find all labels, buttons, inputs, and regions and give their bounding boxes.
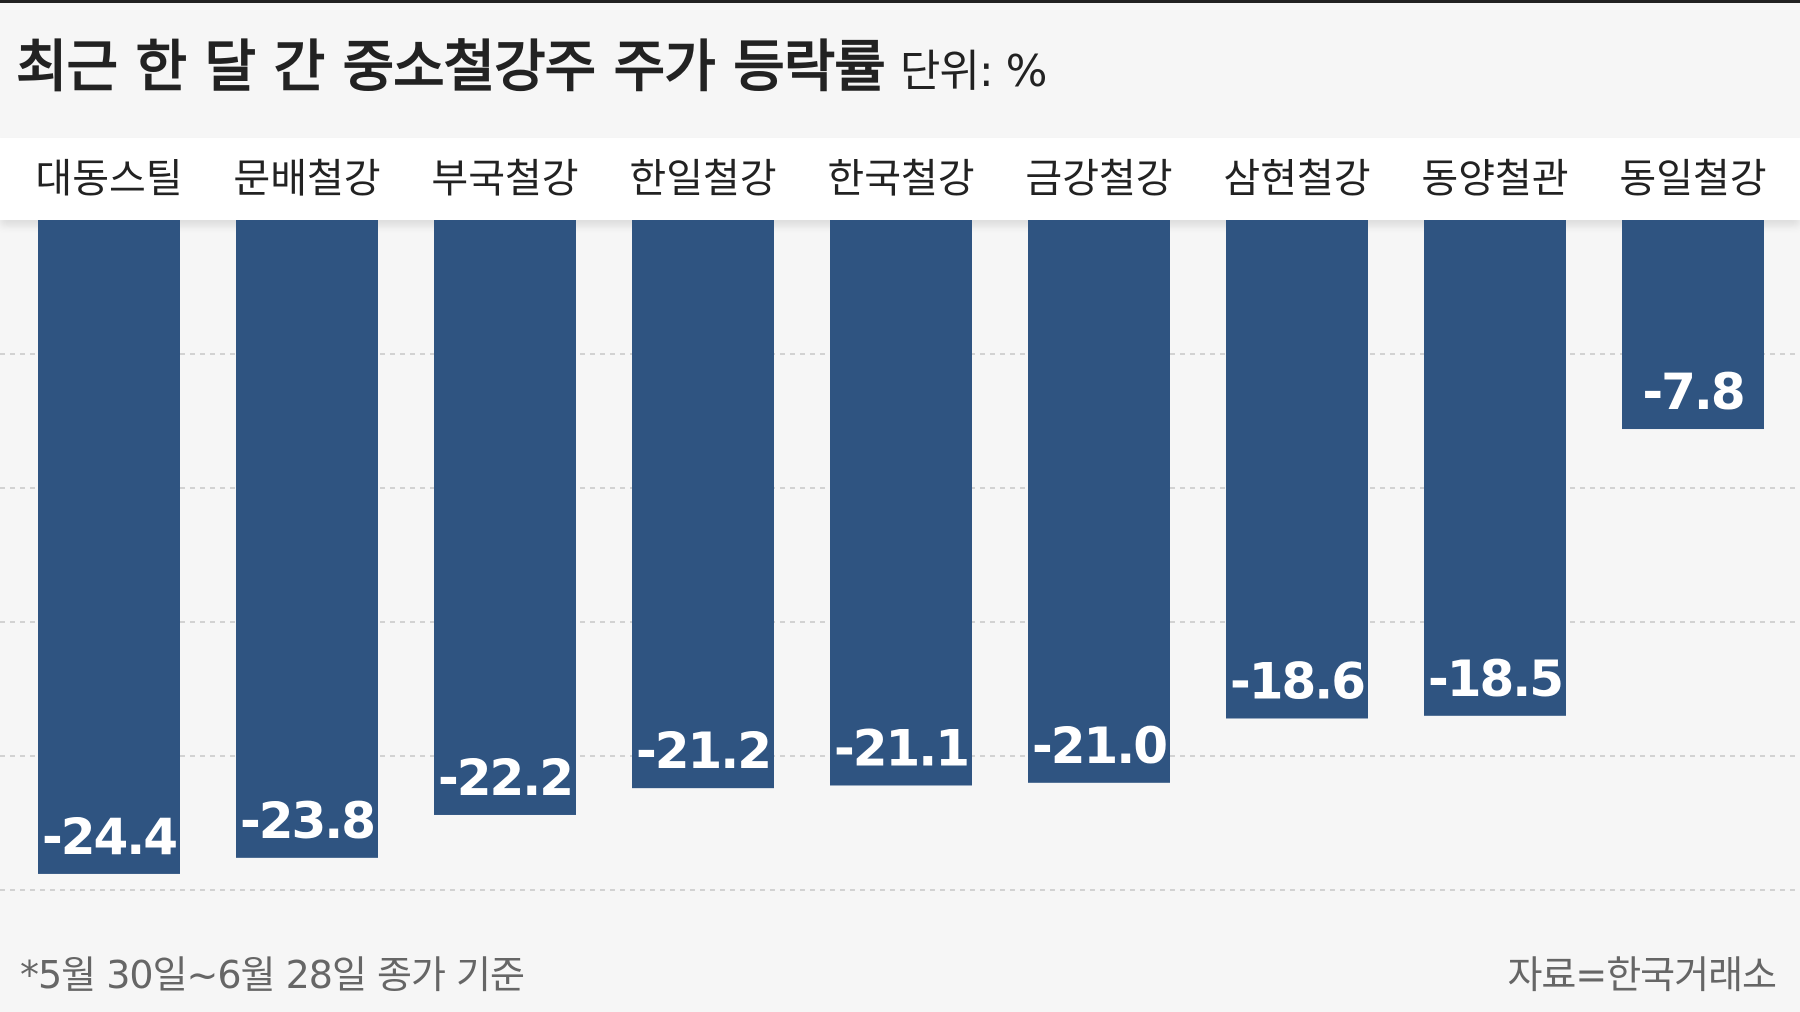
bar [632, 220, 774, 789]
data-label: -18.5 [1428, 650, 1562, 708]
bar [1622, 220, 1764, 430]
bar [830, 220, 972, 786]
category-label: 한일철강 [629, 156, 776, 202]
data-label: -21.0 [1032, 717, 1166, 775]
category-label: 문배철강 [233, 156, 380, 202]
unit-label: 단위: % [899, 46, 1048, 97]
data-label: -21.2 [636, 722, 770, 780]
data-label: -7.8 [1642, 363, 1743, 421]
category-header-band [0, 138, 1800, 220]
source-credit: 자료=한국거래소 [1507, 953, 1777, 997]
category-label: 대동스틸 [35, 156, 182, 202]
data-label: -21.1 [834, 719, 968, 777]
data-label: -18.6 [1230, 652, 1364, 710]
category-label: 금강철강 [1025, 156, 1172, 202]
data-label: -24.4 [42, 808, 176, 866]
chart-title: 최근 한 달 간 중소철강주 주가 등락률 [16, 35, 886, 100]
top-rule [0, 0, 1800, 3]
bar [236, 220, 378, 858]
bar [434, 220, 576, 815]
footnote: *5월 30일~6월 28일 종가 기준 [20, 953, 525, 997]
bar [38, 220, 180, 874]
category-label: 동양철관 [1421, 156, 1568, 202]
category-label: 동일철강 [1619, 156, 1766, 202]
category-label: 한국철강 [827, 156, 974, 202]
bar [1028, 220, 1170, 783]
data-label: -22.2 [438, 749, 572, 807]
data-label: -23.8 [240, 792, 374, 850]
bar [1226, 220, 1368, 719]
category-label: 부국철강 [431, 156, 578, 202]
title-row: 최근 한 달 간 중소철강주 주가 등락률 단위: % [16, 22, 1048, 103]
category-label: 삼현철강 [1223, 156, 1370, 202]
bar [1424, 220, 1566, 716]
